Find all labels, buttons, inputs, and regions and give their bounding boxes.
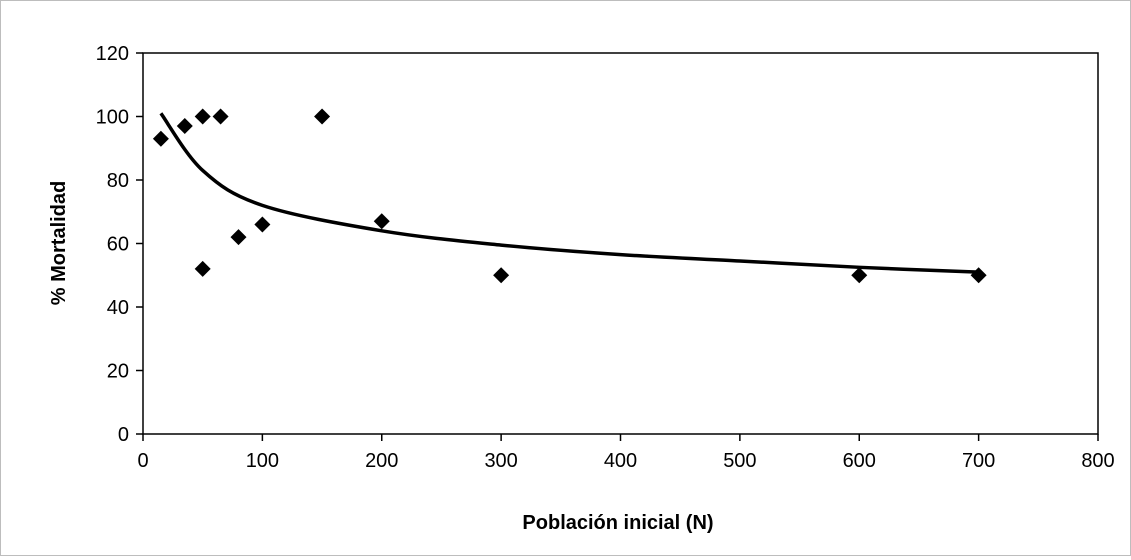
plot-border	[142, 52, 1099, 435]
data-point-9	[373, 213, 390, 230]
trendline	[159, 112, 979, 274]
x-tick-label-400: 400	[604, 450, 637, 472]
data-point-12	[970, 267, 987, 284]
data-point-11	[851, 267, 868, 284]
x-tick-label-700: 700	[962, 450, 995, 472]
x-tick-label-500: 500	[723, 450, 756, 472]
x-axis-title: Población inicial (N)	[522, 512, 713, 534]
x-tick-label-800: 800	[1081, 450, 1114, 472]
y-axis-title: % Mortalidad	[48, 181, 70, 305]
x-tick-label-200: 200	[365, 450, 398, 472]
plot-area	[142, 52, 1099, 435]
data-point-7	[254, 216, 271, 233]
axes-layer: 0 20 40 60 80 100 120 0 100 200 300 400 500 600 700 800	[96, 43, 1115, 472]
y-tick-label-100: 100	[96, 107, 129, 129]
x-tick-label-100: 100	[246, 450, 279, 472]
data-point-1	[152, 130, 169, 147]
y-tick-label-40: 40	[107, 297, 129, 319]
data-point-2	[176, 118, 193, 135]
trendline-layer	[159, 112, 979, 274]
data-point-5	[212, 108, 229, 125]
data-point-6	[230, 229, 247, 246]
y-tick-label-0: 0	[118, 424, 129, 446]
data-point-3	[194, 108, 211, 125]
data-point-4	[194, 260, 211, 277]
data-points-layer	[152, 108, 987, 284]
x-tick-label-300: 300	[484, 450, 517, 472]
data-point-8	[314, 108, 331, 125]
y-tick-label-20: 20	[107, 361, 129, 383]
y-tick-label-120: 120	[96, 43, 129, 65]
x-tick-label-600: 600	[843, 450, 876, 472]
y-tick-label-60: 60	[107, 234, 129, 256]
y-tick-label-80: 80	[107, 170, 129, 192]
data-point-10	[493, 267, 510, 284]
x-tick-label-0: 0	[137, 450, 148, 472]
